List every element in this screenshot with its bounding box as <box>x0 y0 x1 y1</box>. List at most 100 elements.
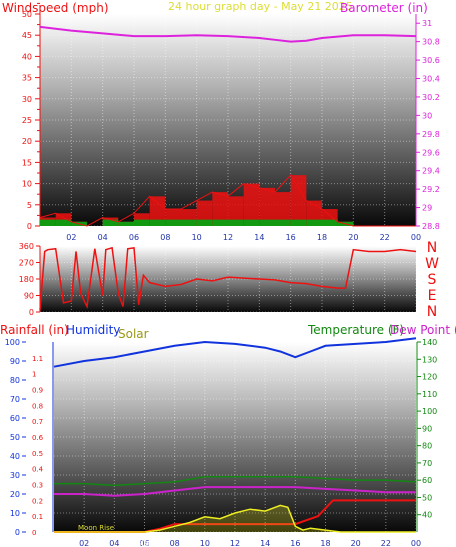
temperature-tick-label: 120 <box>422 373 437 382</box>
wind-bar <box>212 192 228 226</box>
rain-tick-label: 0.6 <box>32 434 44 442</box>
baro-tick-label: 30.2 <box>422 93 440 102</box>
humidity-tick-label: 20 <box>10 490 20 499</box>
temperature-tick-label: 130 <box>422 355 437 364</box>
wind-tick-label: 35 <box>22 74 32 83</box>
baro-tick-label: 29.8 <box>422 130 440 139</box>
hour-label: 10 <box>192 233 202 242</box>
hour-label: 02 <box>79 539 89 547</box>
wind-gust-bar <box>149 219 166 226</box>
wind-bar <box>290 175 307 226</box>
wind-direction-line <box>39 246 417 311</box>
temperature-tick-label: 50 <box>422 493 432 502</box>
baro-tick-label: 29.6 <box>422 148 440 157</box>
wind-tick-label: 25 <box>22 116 32 125</box>
hour-label: 14 <box>260 539 270 547</box>
rain-tick-label: 0.5 <box>32 450 43 458</box>
top-series <box>39 25 417 227</box>
wind-gust-bar <box>243 219 260 226</box>
top-plot-area <box>40 14 416 226</box>
rain-tick-label: 1.1 <box>32 355 43 363</box>
humidity-line <box>53 337 417 368</box>
rain-tick-label: 1 <box>32 371 36 379</box>
rainfall-axis: 0 0.1 0.2 0.3 0.4 0.5 0.6 0.7 0.8 0.9 1 1.1 <box>32 355 44 537</box>
wind-gust-bar <box>196 219 213 226</box>
wind-tick-label: 15 <box>22 158 32 167</box>
graph-title: 24 hour graph day - May 21 2025 <box>168 0 353 13</box>
direction-tick-label: 180 <box>19 275 34 284</box>
humidity-tick-label: 0 <box>15 528 20 537</box>
hour-label: 22 <box>381 539 391 547</box>
middle-left-axis: 0 90 180 270 360 <box>19 242 41 317</box>
humidity-tick-label: 100 <box>5 338 20 347</box>
rain-tick-label: 0.9 <box>32 387 43 395</box>
direction-letter: W <box>425 256 439 272</box>
top-left-axis: 0 5 10 15 20 25 30 35 40 45 50 <box>22 2 41 231</box>
humidity-tick-label: 70 <box>10 395 20 404</box>
temperature-tick-label: 40 <box>422 511 432 520</box>
dewpoint-title: Dew Point ( <box>390 323 456 337</box>
baro-tick-label: 29.2 <box>422 185 440 194</box>
direction-letter: E <box>428 288 437 304</box>
humidity-title: Humidity <box>66 323 120 337</box>
wind-gust-bar <box>290 219 307 226</box>
wind-title: Windspeed (mph) <box>2 1 109 15</box>
windspeed-line <box>39 174 416 227</box>
wind-gust-bar <box>275 219 291 226</box>
wind-bar <box>149 196 166 226</box>
bottom-x-labels: 02 04 06 08 10 12 14 16 18 20 22 00 <box>79 539 421 547</box>
rainfall-title: Rainfall (in) <box>0 323 69 337</box>
humidity-tick-label: 10 <box>10 509 20 518</box>
hour-label: 18 <box>320 539 330 547</box>
wind-gust-bar <box>55 219 72 226</box>
hour-label: 06 <box>139 539 149 547</box>
hour-label: 16 <box>286 233 296 242</box>
wind-gust-bar <box>228 219 244 226</box>
hour-label: 00 <box>411 233 421 242</box>
humidity-tick-label: 40 <box>10 452 20 461</box>
rain-tick-label: 0.4 <box>32 466 44 474</box>
wind-gust-bar <box>212 219 228 226</box>
rainfall-line <box>54 499 416 533</box>
solar-title: Solar <box>118 327 149 341</box>
baro-tick-label: 29.4 <box>422 167 440 176</box>
hour-label: 08 <box>170 539 180 547</box>
temperature-axis: 40 50 60 70 80 90 100 110 120 130 140 <box>416 338 437 532</box>
solar-fill <box>54 505 416 532</box>
direction-letter: S <box>428 272 437 288</box>
hour-label: 04 <box>98 233 108 242</box>
wind-gust-bar <box>181 219 197 226</box>
wind-gust-bar <box>322 219 338 226</box>
baro-tick-label: 29 <box>422 204 432 213</box>
hour-label: 16 <box>290 539 300 547</box>
sunset-label: Sunset <box>136 539 163 547</box>
wind-bar <box>259 187 275 226</box>
solar-line <box>54 504 416 533</box>
direction-tick-label: 270 <box>19 259 34 268</box>
rain-tick-label: 0.7 <box>32 418 43 426</box>
direction-tick-label: 360 <box>19 242 34 251</box>
temperature-tick-label: 70 <box>422 459 432 468</box>
wind-tick-label: 50 <box>22 10 32 19</box>
humidity-tick-label: 90 <box>10 357 20 366</box>
wind-bar <box>275 192 291 226</box>
hour-label: 14 <box>254 233 264 242</box>
wind-tick-label: 20 <box>22 137 32 146</box>
wind-tick-label: 0 <box>27 222 32 231</box>
baro-tick-label: 30.4 <box>422 75 440 84</box>
hour-label: 10 <box>200 539 210 547</box>
sunrise-label: Sunrise <box>123 539 153 547</box>
wind-bar <box>243 183 260 226</box>
bottom-series <box>53 337 417 533</box>
hour-label: 08 <box>160 233 170 242</box>
middle-series <box>39 246 417 311</box>
wind-gust-bar <box>102 219 119 226</box>
rain-tick-label: 0.8 <box>32 402 43 410</box>
hour-label: 12 <box>223 233 233 242</box>
baro-tick-label: 28.8 <box>422 222 440 231</box>
temperature-title: Temperature (F) <box>307 323 404 337</box>
hour-label: 20 <box>351 539 361 547</box>
temperature-tick-label: 60 <box>422 476 432 485</box>
rain-tick-label: 0.3 <box>32 482 43 490</box>
dewpoint-line <box>54 486 416 497</box>
